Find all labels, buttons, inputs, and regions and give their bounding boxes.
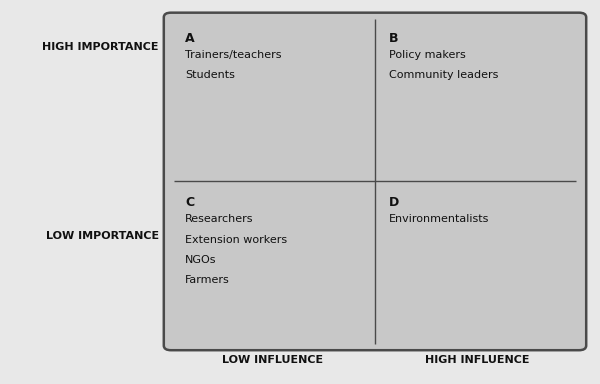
Text: Environmentalists: Environmentalists — [389, 214, 490, 224]
Text: Policy makers: Policy makers — [389, 50, 466, 60]
Text: Farmers: Farmers — [185, 275, 230, 285]
Text: Researchers: Researchers — [185, 214, 254, 224]
Text: LOW INFLUENCE: LOW INFLUENCE — [223, 355, 323, 365]
Text: Students: Students — [185, 71, 235, 81]
Text: Trainers/teachers: Trainers/teachers — [185, 50, 282, 60]
Text: HIGH IMPORTANCE: HIGH IMPORTANCE — [43, 42, 159, 52]
FancyBboxPatch shape — [164, 13, 586, 350]
Text: Community leaders: Community leaders — [389, 71, 499, 81]
Text: B: B — [389, 32, 399, 45]
Text: C: C — [185, 196, 194, 209]
Text: A: A — [185, 32, 195, 45]
Text: D: D — [389, 196, 400, 209]
Text: NGOs: NGOs — [185, 255, 217, 265]
Text: HIGH INFLUENCE: HIGH INFLUENCE — [425, 355, 529, 365]
Text: LOW IMPORTANCE: LOW IMPORTANCE — [46, 231, 159, 241]
Text: Extension workers: Extension workers — [185, 235, 287, 245]
